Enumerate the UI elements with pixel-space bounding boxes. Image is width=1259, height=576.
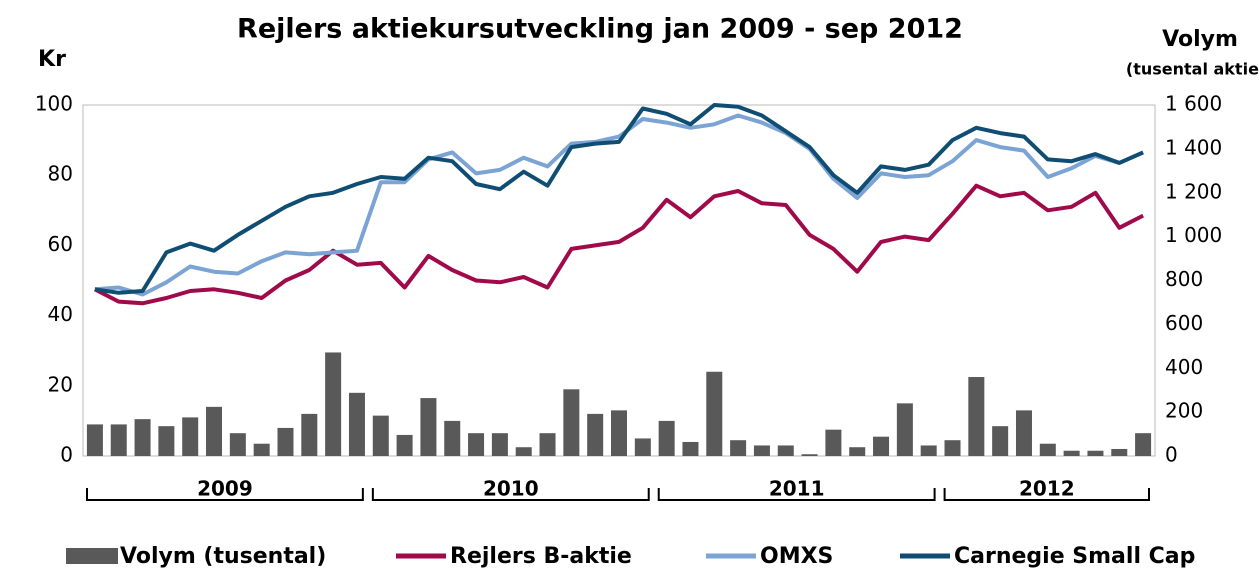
volume-bar [444, 420, 461, 456]
volume-bar [849, 447, 866, 456]
y2-tick-label: 1 000 [1165, 223, 1222, 247]
year-bracket [657, 488, 936, 501]
y2-tick-label: 0 [1165, 443, 1178, 467]
volume-bar [86, 424, 103, 456]
series-line [94, 113, 1144, 297]
volume-bar [611, 410, 627, 456]
year-bracket [943, 488, 1150, 501]
y2-tick-label: 600 [1165, 311, 1203, 335]
volume-bar [1087, 450, 1104, 456]
volume-bar [182, 417, 199, 456]
legend-swatch [66, 548, 118, 564]
y2-tick-label: 400 [1165, 355, 1203, 379]
series-line [94, 103, 1144, 295]
legend-label: Volym (tusental) [120, 544, 326, 569]
chart-title: Rejlers aktiekursutveckling jan 2009 - s… [237, 14, 963, 45]
volume-bar [372, 415, 389, 456]
volume-bar [515, 447, 532, 456]
year-label: 2009 [197, 477, 253, 501]
volume-bar [539, 433, 556, 456]
y-tick-label: 80 [48, 162, 73, 186]
volume-bar [682, 441, 699, 456]
year-bracket [86, 488, 364, 501]
series-line [93, 183, 1145, 306]
y-tick-label: 60 [48, 232, 73, 256]
volume-bar [301, 413, 318, 456]
volume-bar [158, 426, 175, 456]
volume-bar [730, 440, 747, 456]
volume-bar [325, 352, 342, 456]
volume-bar [944, 440, 961, 456]
volume-bar [587, 413, 604, 456]
volume-bar [896, 403, 913, 456]
volume-bar [1111, 448, 1128, 456]
volume-bar [634, 438, 651, 456]
volume-bar [1063, 450, 1080, 456]
y2-tick-label: 800 [1165, 267, 1203, 291]
y-axis-label: Kr [38, 47, 66, 72]
volume-bar [1135, 433, 1152, 456]
year-label: 2010 [483, 477, 539, 501]
volume-bar [873, 436, 890, 456]
volume-bar [658, 420, 675, 456]
legend-label: Rejlers B-aktie [450, 544, 632, 569]
volume-bar [706, 371, 723, 456]
y-tick-label: 40 [48, 302, 73, 326]
volume-bar [396, 434, 413, 456]
year-bracket [371, 488, 650, 501]
volume-bar [277, 427, 294, 456]
volume-bar [348, 392, 365, 456]
plot-frame [82, 104, 1156, 457]
y-tick-label: 0 [60, 443, 73, 467]
volume-bar [229, 433, 246, 456]
y2-tick-label: 200 [1165, 399, 1203, 423]
volume-bar [1039, 443, 1056, 456]
volume-bar [134, 419, 151, 456]
volume-bar [920, 445, 937, 456]
volume-bar [420, 398, 437, 456]
volume-bar [1015, 410, 1032, 456]
y2-axis-sublabel: (tusental aktier) [1126, 60, 1259, 79]
volume-bar [992, 426, 1009, 456]
volume-bar [110, 424, 127, 456]
volume-bar [777, 445, 794, 456]
volume-bar [206, 406, 223, 456]
volume-bar [468, 433, 485, 456]
y2-axis-label: Volym [1162, 27, 1238, 52]
year-label: 2011 [769, 477, 825, 501]
volume-bar [968, 377, 985, 456]
y2-tick-label: 1 600 [1165, 92, 1222, 116]
y2-tick-label: 1 200 [1165, 179, 1222, 203]
volume-bar [801, 454, 818, 456]
volume-bar [563, 389, 580, 456]
volume-bar [491, 433, 508, 456]
year-label: 2012 [1019, 477, 1075, 501]
legend-label: OMXS [760, 544, 833, 569]
volume-bar [825, 429, 842, 456]
y-tick-label: 20 [48, 372, 73, 396]
legend-label: Carnegie Small Cap [954, 544, 1195, 569]
y-tick-label: 100 [35, 92, 73, 116]
volume-bar [253, 443, 270, 456]
volume-bar [753, 445, 770, 456]
y2-tick-label: 1 400 [1165, 135, 1222, 159]
